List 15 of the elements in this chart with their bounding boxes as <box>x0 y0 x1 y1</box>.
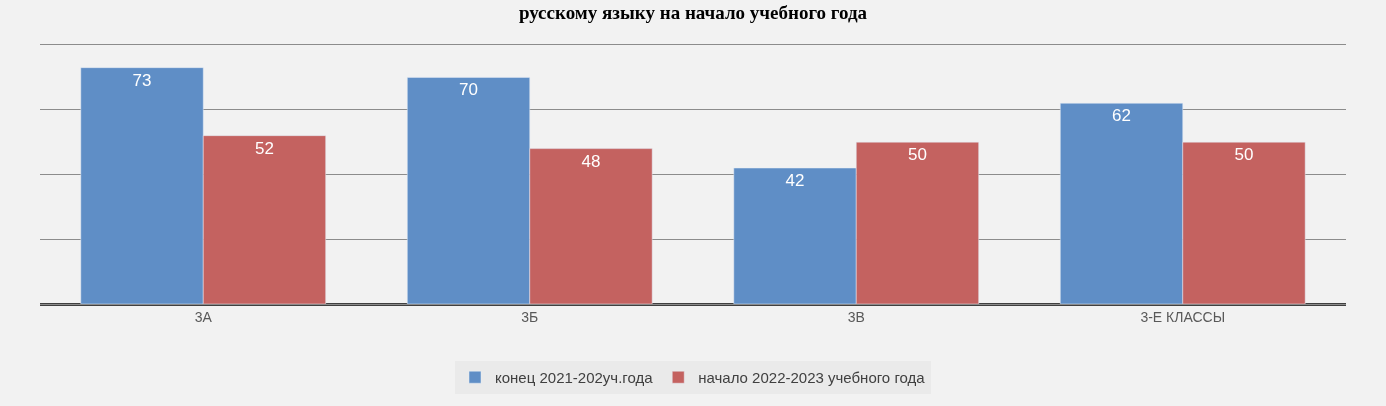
legend-label: начало 2022-2023 учебного года <box>698 369 926 387</box>
data-label: 50 <box>1234 145 1254 165</box>
data-label: 70 <box>459 80 478 100</box>
data-label: 48 <box>581 151 601 171</box>
x-tick-label: 3Б <box>521 308 539 325</box>
chart-title: русскому языку на начало учебного года <box>518 2 868 24</box>
x-tick-label: 3А <box>194 308 213 325</box>
data-label: 73 <box>132 70 152 90</box>
x-tick-label: 3-Е КЛАССЫ <box>1140 308 1226 325</box>
data-label: 52 <box>255 138 274 158</box>
legend-label: конец 2021-202уч.года <box>495 369 654 387</box>
data-label: 62 <box>1112 106 1131 126</box>
x-tick-label: 3В <box>847 308 865 325</box>
data-label: 50 <box>908 145 927 165</box>
data-label: 42 <box>785 171 805 191</box>
